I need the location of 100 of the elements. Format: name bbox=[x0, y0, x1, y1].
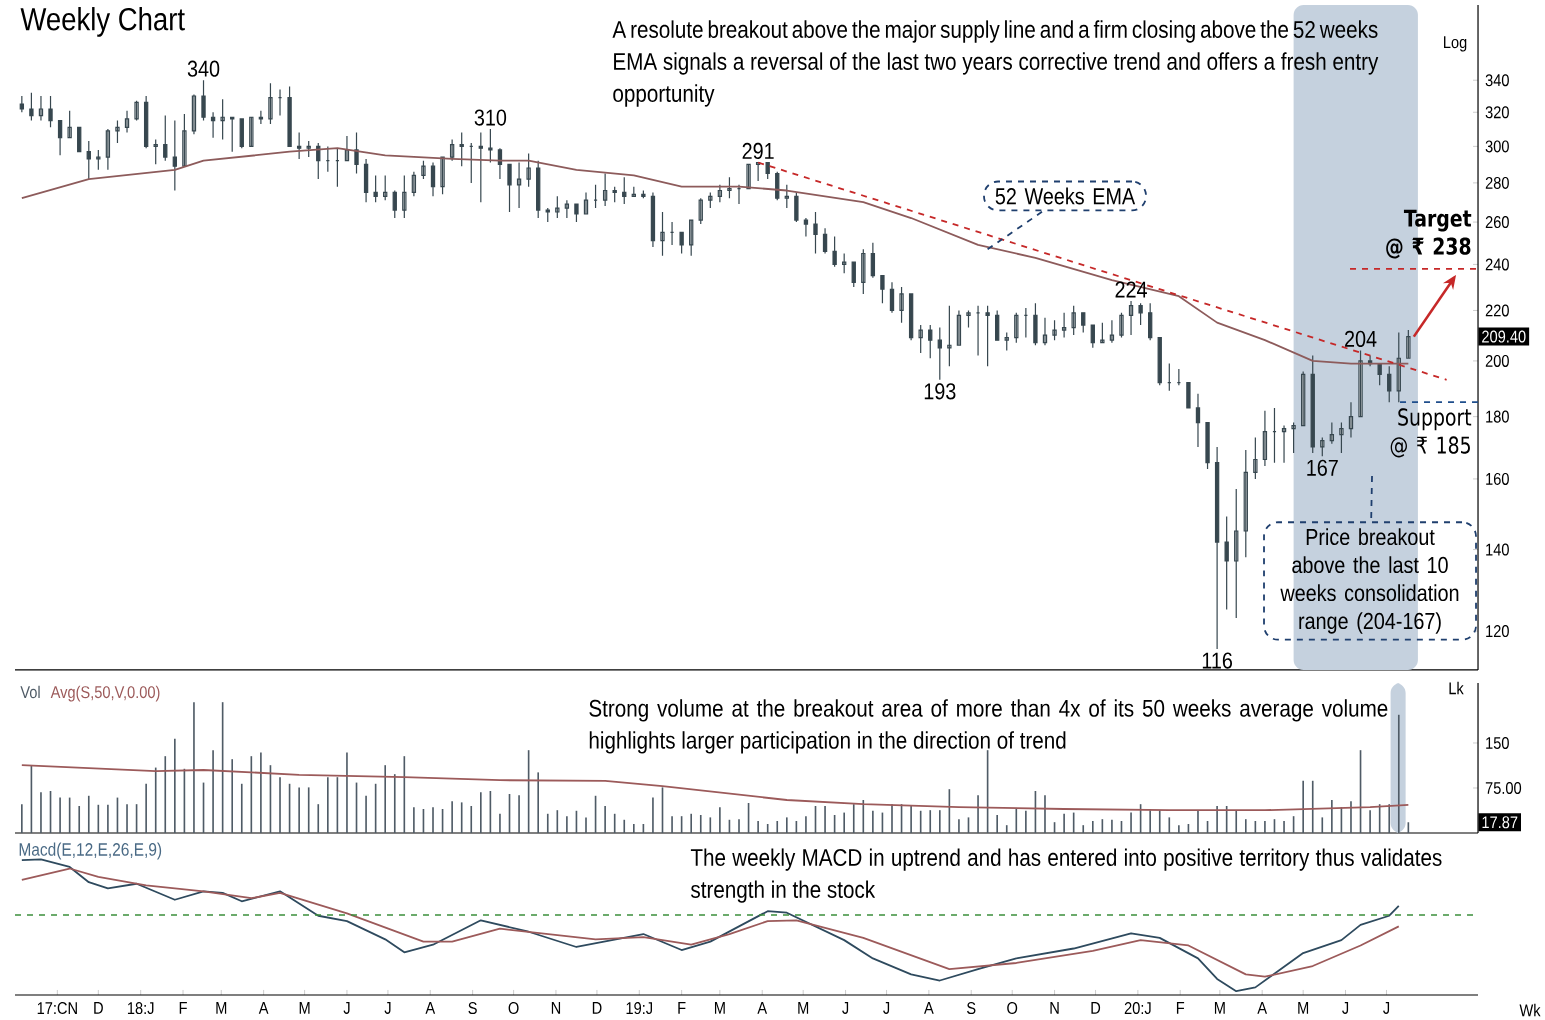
candlestick bbox=[985, 305, 990, 367]
candlestick bbox=[67, 110, 72, 139]
candlestick bbox=[210, 111, 216, 139]
candlestick bbox=[469, 142, 474, 184]
candlestick bbox=[1081, 312, 1086, 334]
candlestick bbox=[526, 152, 531, 188]
candlestick bbox=[449, 138, 455, 162]
x-tick-label: J bbox=[842, 1002, 849, 1014]
x-tick-label: A bbox=[924, 1002, 934, 1014]
ref-line-label: Support @ ₹ 185 bbox=[1390, 408, 1472, 458]
annotation: 116 bbox=[1202, 652, 1232, 669]
candlestick bbox=[583, 191, 589, 215]
x-tick-label: D bbox=[1091, 1002, 1101, 1014]
text: Wk bbox=[1519, 1003, 1541, 1017]
annotation: Price breakout above the last 10 weeks consolidation range (204-167) bbox=[1280, 528, 1459, 634]
x-tick-label: A bbox=[1257, 1002, 1268, 1014]
candlestick bbox=[258, 110, 264, 125]
candlestick bbox=[1329, 421, 1335, 445]
x-tick-label: 17:CN bbox=[37, 1002, 77, 1015]
x-tick-label: M bbox=[714, 1002, 725, 1014]
candlestick bbox=[48, 95, 53, 128]
candlestick bbox=[1186, 381, 1191, 409]
candlestick bbox=[1195, 393, 1201, 448]
candlestick bbox=[478, 131, 483, 203]
candlestick bbox=[813, 211, 818, 255]
candlestick bbox=[708, 191, 713, 209]
candlestick bbox=[1291, 421, 1296, 454]
candlestick bbox=[287, 85, 292, 147]
candlestick bbox=[574, 203, 579, 223]
candlestick bbox=[842, 252, 847, 274]
x-tick-label: 19:J bbox=[626, 1002, 652, 1015]
x-tick-label: M bbox=[798, 1002, 809, 1014]
candlestick bbox=[516, 161, 522, 209]
x-tick-label: M bbox=[216, 1002, 227, 1014]
candlestick bbox=[153, 138, 158, 165]
text: Avg(S,50,V,0.00) bbox=[50, 685, 160, 702]
candlestick bbox=[966, 309, 971, 329]
candlestick bbox=[220, 98, 225, 140]
candlestick bbox=[1109, 319, 1115, 344]
candlestick bbox=[918, 324, 923, 354]
candlestick bbox=[803, 217, 809, 238]
candlestick bbox=[335, 147, 340, 188]
candlestick bbox=[736, 184, 742, 205]
x-tick-label: A bbox=[757, 1002, 768, 1014]
candlestick bbox=[402, 174, 407, 219]
candlestick bbox=[1310, 355, 1315, 454]
candlestick bbox=[622, 176, 627, 205]
candlestick bbox=[325, 145, 331, 173]
candlestick bbox=[421, 160, 426, 180]
x-tick-label: O bbox=[508, 1002, 519, 1015]
candlestick bbox=[1042, 317, 1048, 346]
candlestick bbox=[1339, 421, 1344, 454]
candlestick bbox=[306, 140, 311, 158]
candlestick bbox=[746, 163, 751, 190]
candlestick bbox=[86, 140, 91, 180]
candlestick bbox=[1071, 305, 1076, 336]
ref-line-label: Target @ ₹ 238 bbox=[1386, 209, 1472, 259]
candlestick bbox=[459, 131, 464, 167]
x-tick-label: J bbox=[1383, 1002, 1390, 1014]
candlestick bbox=[832, 235, 837, 268]
x-tick-label: O bbox=[1007, 1002, 1018, 1015]
candlestick bbox=[182, 113, 187, 167]
annotation: Log bbox=[1444, 36, 1467, 52]
annotation: 193 bbox=[924, 383, 956, 400]
candlestick bbox=[1214, 446, 1220, 650]
candlestick bbox=[1004, 331, 1009, 351]
annotation: 204 bbox=[1345, 330, 1377, 347]
y-axis-title: Lk bbox=[1449, 681, 1464, 695]
candlestick bbox=[249, 116, 254, 147]
candlestick bbox=[669, 221, 675, 246]
candlestick bbox=[230, 116, 235, 153]
candlestick bbox=[765, 161, 770, 180]
candlestick bbox=[1128, 300, 1134, 336]
candlestick bbox=[861, 248, 866, 295]
annotation: A resolute breakout above the major supply line and a firm closing above the 52 weeks EMA signals a reversal of the last two years corrective trend and offers a fresh entry opportunity bbox=[612, 20, 1379, 107]
y-tick-label: 260 bbox=[1485, 216, 1509, 229]
annotation: 340 bbox=[187, 60, 220, 77]
x-tick-label: F bbox=[678, 1002, 686, 1014]
candlestick bbox=[1234, 488, 1239, 619]
candlestick bbox=[1100, 322, 1105, 344]
candlestick bbox=[363, 158, 369, 203]
candlestick bbox=[1138, 302, 1143, 326]
candlestick bbox=[1272, 407, 1277, 464]
candlestick bbox=[1167, 363, 1172, 392]
annotation: The weekly MACD in uptrend and has entered into positive territory thus validates strength in the stock bbox=[690, 848, 1442, 903]
x-tick-label: J bbox=[883, 1002, 890, 1014]
x-tick-label: M bbox=[1298, 1002, 1309, 1014]
y-tick-label: 120 bbox=[1486, 625, 1509, 638]
x-tick-label: N bbox=[551, 1002, 561, 1014]
candlestick bbox=[29, 92, 34, 122]
candlestick bbox=[1014, 312, 1019, 344]
candlestick bbox=[440, 156, 445, 195]
candlestick bbox=[1061, 312, 1067, 339]
candlestick bbox=[38, 95, 44, 122]
candlestick bbox=[344, 135, 350, 162]
candlestick bbox=[899, 286, 904, 324]
candlestick bbox=[1358, 349, 1363, 418]
chart-title: Weekly Chart bbox=[20, 7, 185, 37]
candlestick bbox=[105, 128, 111, 171]
annotation: 167 bbox=[1307, 459, 1338, 476]
